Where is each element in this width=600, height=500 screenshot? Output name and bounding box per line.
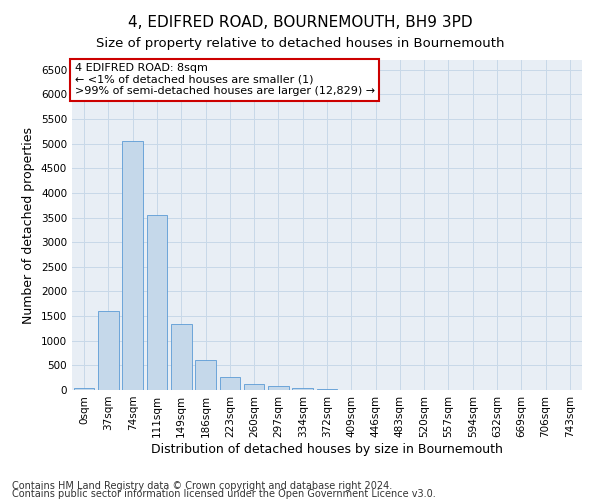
Bar	[244, 384, 265, 390]
Text: Size of property relative to detached houses in Bournemouth: Size of property relative to detached ho…	[96, 38, 504, 51]
Bar	[195, 360, 216, 390]
Text: 4 EDIFRED ROAD: 8sqm
← <1% of detached houses are smaller (1)
>99% of semi-detac: 4 EDIFRED ROAD: 8sqm ← <1% of detached h…	[74, 64, 374, 96]
Text: Contains public sector information licensed under the Open Government Licence v3: Contains public sector information licen…	[12, 489, 436, 499]
Bar	[292, 388, 313, 390]
Text: 4, EDIFRED ROAD, BOURNEMOUTH, BH9 3PD: 4, EDIFRED ROAD, BOURNEMOUTH, BH9 3PD	[128, 15, 472, 30]
Bar	[146, 215, 167, 390]
Bar	[317, 388, 337, 390]
Bar	[122, 142, 143, 390]
Bar	[74, 388, 94, 390]
Bar	[98, 311, 119, 390]
Bar	[171, 324, 191, 390]
Text: Contains HM Land Registry data © Crown copyright and database right 2024.: Contains HM Land Registry data © Crown c…	[12, 481, 392, 491]
Bar	[220, 377, 240, 390]
Y-axis label: Number of detached properties: Number of detached properties	[22, 126, 35, 324]
Bar	[268, 386, 289, 390]
X-axis label: Distribution of detached houses by size in Bournemouth: Distribution of detached houses by size …	[151, 442, 503, 456]
